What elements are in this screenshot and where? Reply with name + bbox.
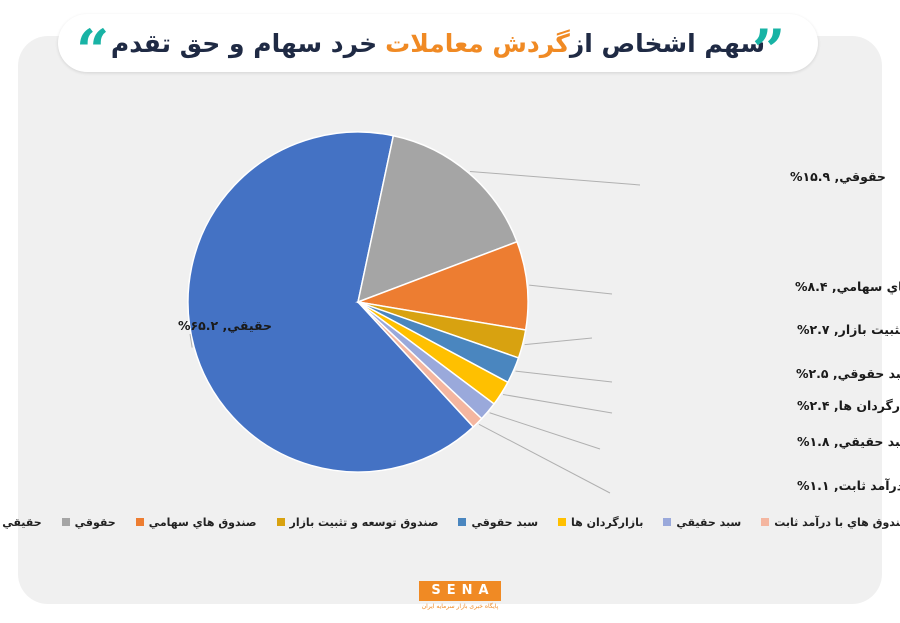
legend-swatch — [458, 518, 467, 526]
legend-swatch — [135, 518, 144, 526]
legend-swatch — [761, 518, 770, 526]
legend-item: حقيقي — [0, 515, 42, 529]
logo-text: SENA — [419, 581, 501, 601]
legend-label: حقوقي — [74, 515, 116, 529]
legend-swatch — [61, 518, 70, 526]
quote-right-icon: ” — [752, 17, 786, 85]
slice-data-label: صندوق هاي با درآمد ثابت, ۱.۱% — [797, 478, 900, 493]
pie-slice — [355, 240, 529, 331]
logo-subtitle: پایگاه خبری بازار سرمایه ایران — [421, 603, 499, 610]
legend-item: سبد حقيقي — [663, 516, 741, 529]
leader-line — [478, 423, 611, 494]
leader-line — [529, 284, 613, 295]
slice-data-label: سبد حقيقي, ۱.۸% — [797, 434, 900, 449]
leader-line — [515, 370, 613, 383]
chart-title: سهم اشخاص از گردش معاملات خرد سهام و حق … — [58, 14, 818, 72]
legend-label: بازارگردان ها — [571, 515, 644, 529]
legend-item: سبد حقوقي — [458, 516, 538, 529]
legend-label: صندوق توسعه و تثبيت بازار — [289, 515, 439, 529]
title-start: سهم اشخاص از — [569, 28, 766, 58]
legend-swatch — [663, 518, 672, 526]
legend-swatch — [276, 518, 285, 526]
pie-slice — [187, 131, 475, 473]
chart-legend: حقيقي حقوقي صندوق هاي سهامي صندوق توسعه و ت… — [2, 510, 900, 534]
slice-data-label: صندوق هاي سهامي, ۸.۴% — [795, 279, 900, 294]
legend-item: صندوق توسعه و تثبيت بازار — [276, 515, 439, 529]
title-highlight: گردش معاملات — [385, 28, 570, 58]
legend-label: حقيقي — [2, 515, 42, 529]
legend-item: صندوق هاي با درآمد ثابت — [761, 516, 900, 529]
leader-line — [469, 170, 641, 186]
legend-swatch — [558, 518, 567, 526]
sena-logo: SENA پایگاه خبری بازار سرمایه ایران — [412, 581, 508, 613]
legend-label: سبد حقيقي — [676, 515, 742, 529]
slice-data-label: حقوقي, ۱۵.۹% — [790, 169, 886, 184]
legend-item: صندوق هاي سهامي — [135, 515, 257, 529]
legend-label: صندوق هاي با درآمد ثابت — [774, 515, 900, 529]
slice-data-label: صندوق توسعه و تثبيت بازار, ۲.۷% — [797, 322, 900, 337]
leader-line — [189, 333, 193, 348]
legend-item: بازارگردان ها — [558, 516, 643, 529]
title-end: خرد سهام و حق تقدم — [110, 28, 378, 58]
legend-item: حقوقي — [61, 515, 116, 529]
leader-line — [524, 337, 593, 346]
quote-left-icon: “ — [76, 17, 110, 85]
leader-line — [502, 393, 613, 414]
slice-data-label: حقيقي, ۶۵.۲% — [178, 318, 272, 333]
slice-data-label: سبد حقوقي, ۲.۵% — [796, 366, 900, 381]
legend-label: صندوق هاي سهامي — [148, 515, 257, 529]
leader-line — [489, 412, 601, 450]
pie-slice — [357, 301, 483, 428]
legend-label: سبد حقوقي — [471, 515, 539, 529]
slice-data-label: بازارگردان ها, ۲.۴% — [797, 398, 900, 413]
pie-slice — [356, 134, 518, 304]
